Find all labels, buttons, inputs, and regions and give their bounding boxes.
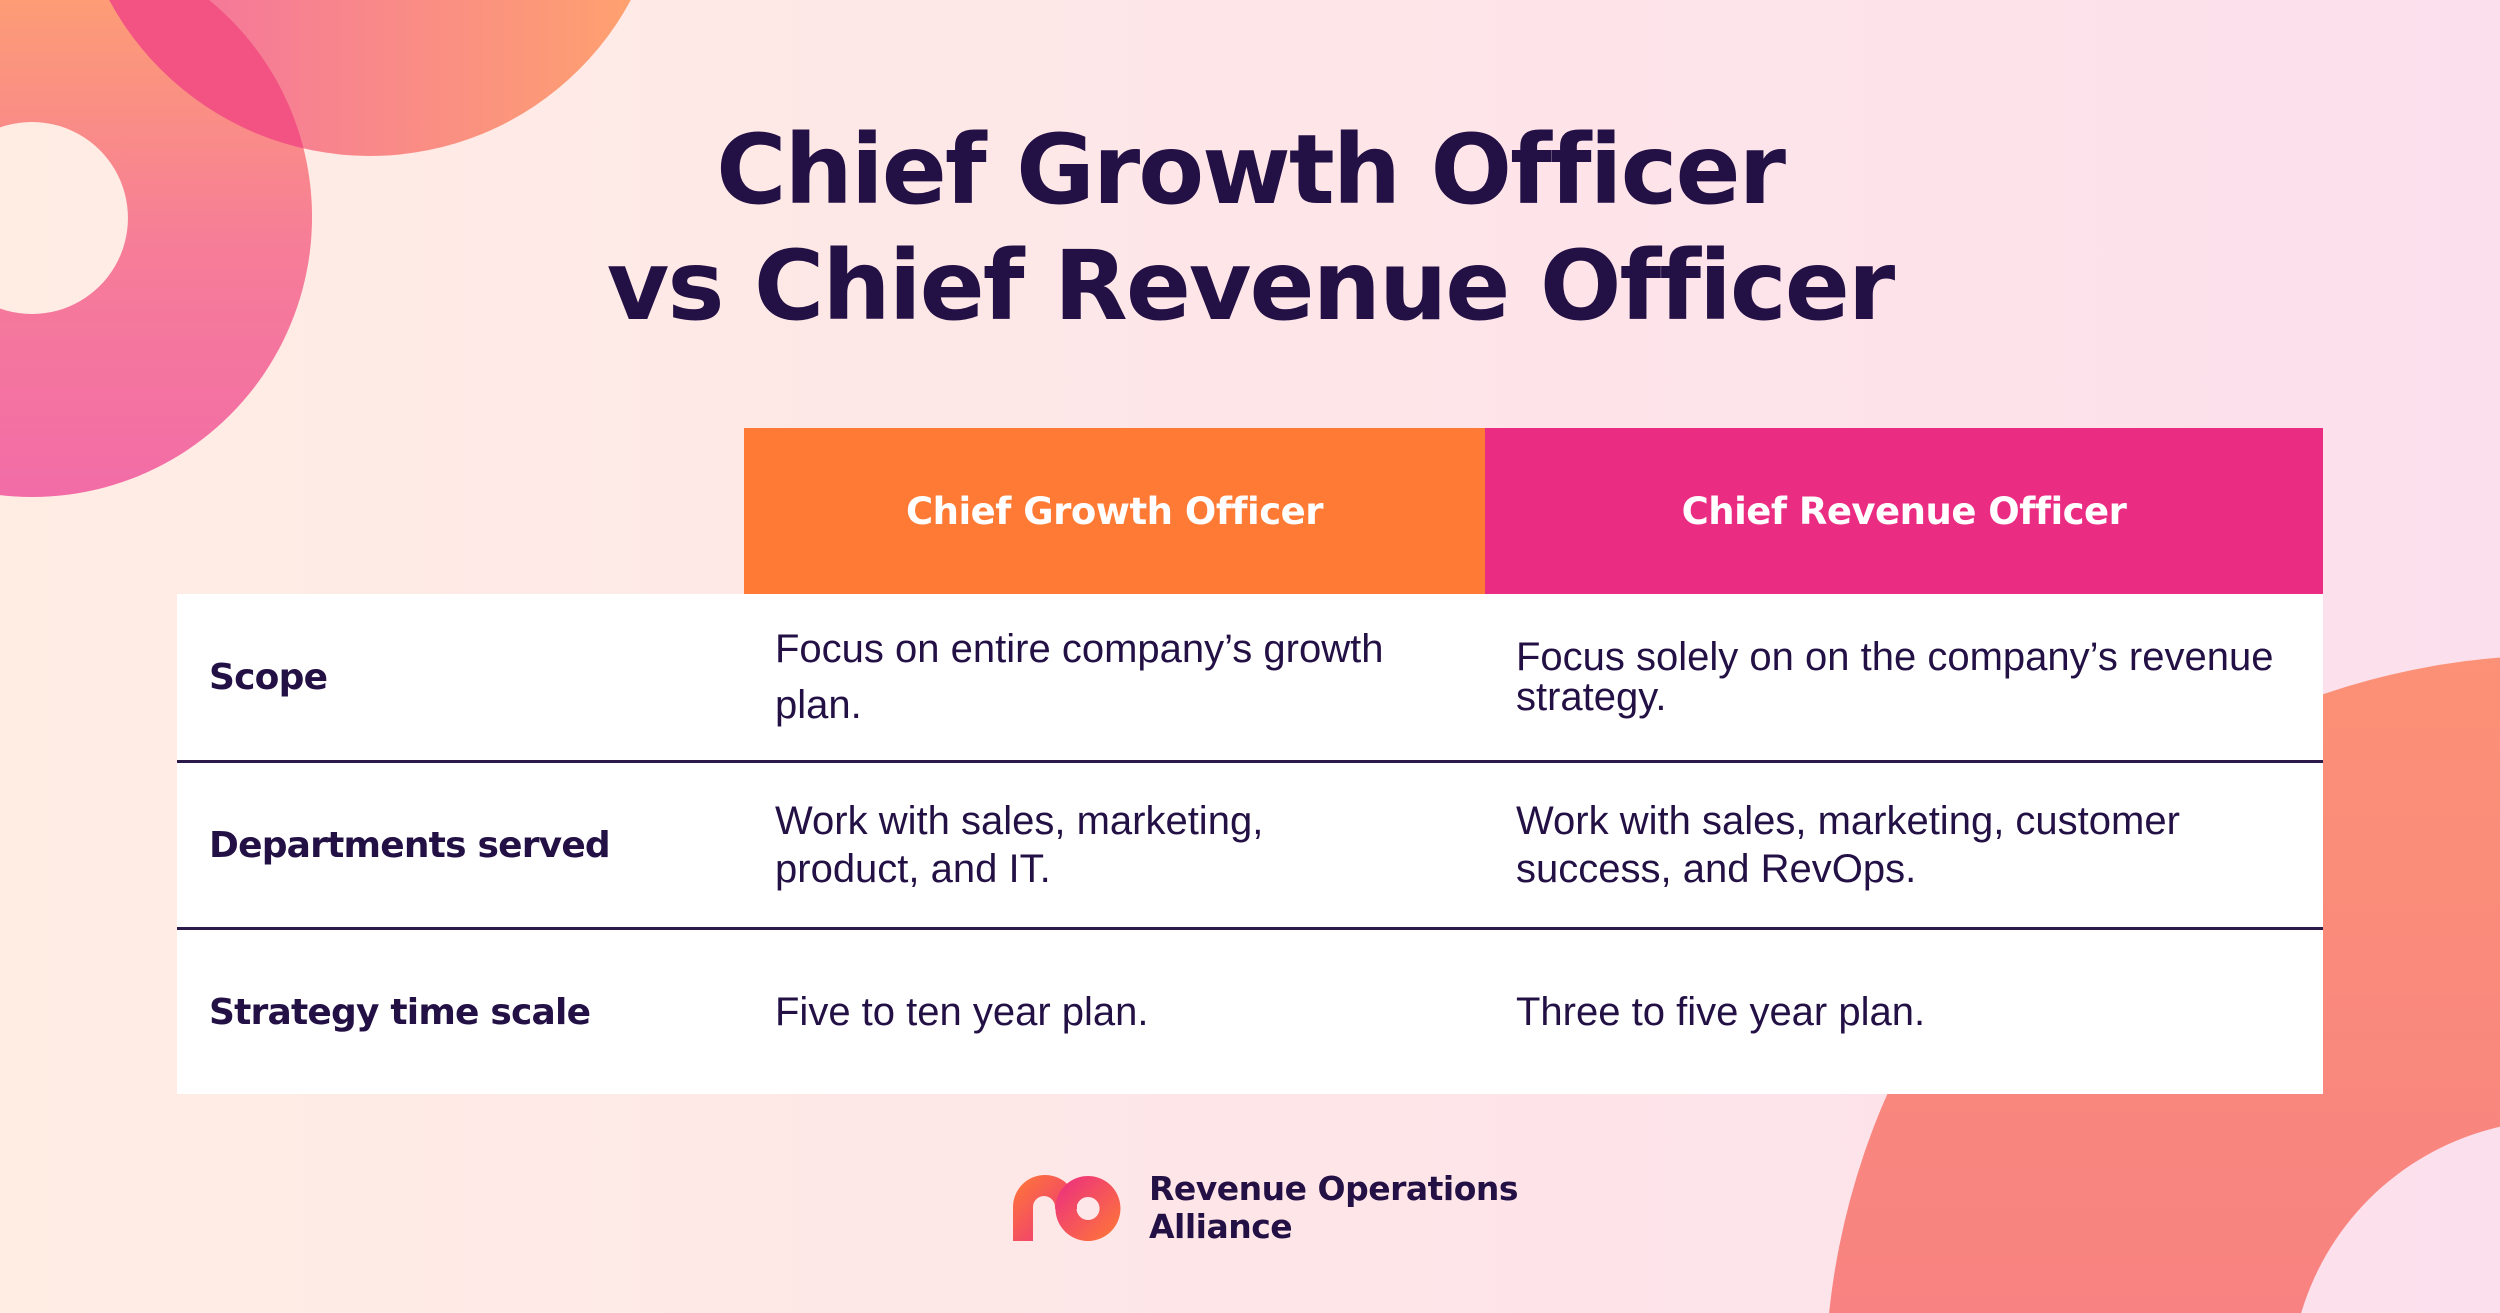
brand-name-line-1: Revenue Operations [1149, 1169, 1519, 1208]
ro-monogram-icon [1013, 1175, 1121, 1241]
table-row-departments: Departments served Work with sales, mark… [177, 760, 2323, 927]
column-header-chief-growth-officer: Chief Growth Officer [744, 428, 1485, 594]
table-row-scope: Scope Focus on entire company’s growth p… [177, 594, 2323, 760]
brand-name: Revenue Operations Alliance [1149, 1169, 1519, 1246]
cell-cro: Work with sales, marketing, customer suc… [1516, 799, 2180, 891]
column-header-chief-revenue-officer: Chief Revenue Officer [1485, 428, 2323, 594]
row-label: Scope [209, 656, 328, 698]
cell-cgo: Work with sales, marketing, product, and… [775, 799, 1264, 891]
cell-cgo: Five to ten year plan. [775, 990, 1149, 1034]
title-line-2: vs Chief Revenue Officer [606, 230, 1895, 342]
table-row-strategy-time-scale: Strategy time scale Five to ten year pla… [177, 927, 2323, 1094]
row-label: Strategy time scale [209, 991, 591, 1033]
table-body: Scope Focus on entire company’s growth p… [177, 594, 2323, 1094]
row-label: Departments served [209, 824, 611, 866]
brand-logo: Revenue Operations Alliance [1013, 1169, 1519, 1246]
cell-cro: Three to five year plan. [1516, 990, 1926, 1034]
cell-cgo: Focus on entire company’s growth plan. [775, 627, 1384, 727]
page-title: Chief Growth Officer vs Chief Revenue Of… [0, 112, 2500, 344]
title-line-1: Chief Growth Officer [716, 114, 1786, 226]
cell-cro: Focus solely on on the company’s revenue… [1516, 635, 2274, 719]
table-header-row: Chief Growth Officer Chief Revenue Offic… [177, 428, 2323, 594]
comparison-table: Chief Growth Officer Chief Revenue Offic… [177, 428, 2323, 1094]
brand-name-line-2: Alliance [1149, 1207, 1293, 1246]
